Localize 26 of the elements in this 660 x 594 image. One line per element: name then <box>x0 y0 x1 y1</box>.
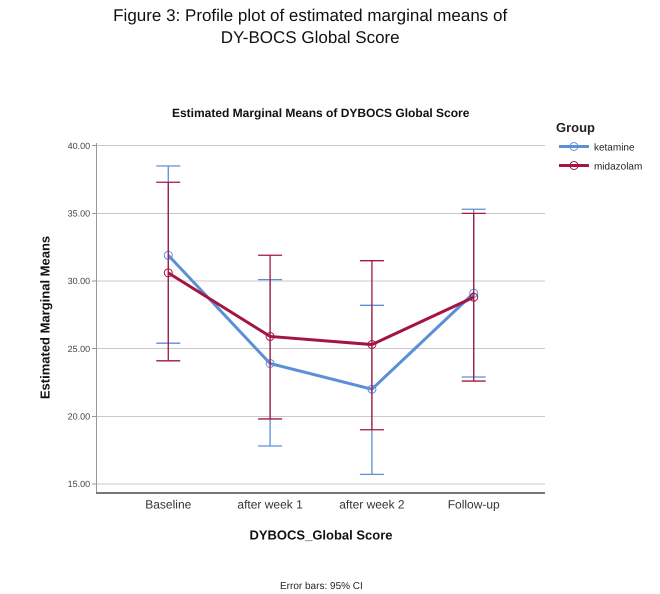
legend-label: ketamine <box>594 142 635 154</box>
legend-label: midazolam <box>594 161 642 172</box>
point <box>469 288 478 298</box>
x-axis-title: DYBOCS_Global Score <box>249 528 393 542</box>
y-tick-label: 25.00 <box>68 344 90 354</box>
point <box>266 358 275 368</box>
y-tick-label: 35.00 <box>68 208 90 218</box>
point <box>367 384 376 394</box>
y-tick-label: 40.00 <box>68 140 90 151</box>
y-axis-title: Estimated Marginal Means <box>38 236 53 400</box>
x-tick-label: after week 1 <box>237 497 304 512</box>
point <box>266 332 275 341</box>
y-tick-label: 20.00 <box>68 411 90 422</box>
point <box>164 250 173 260</box>
x-tick-label: after week 2 <box>339 497 405 512</box>
x-tick-label: Baseline <box>145 497 192 512</box>
y-tick-label: 30.00 <box>68 276 90 286</box>
text: Error bars: 95% CI <box>280 581 363 592</box>
y-tick-label: 15.00 <box>68 479 90 490</box>
chart-subtitle: Estimated Marginal Means of DYBOCS Global Score <box>172 106 470 120</box>
x-tick-label: Follow-up <box>448 497 500 512</box>
point <box>367 340 376 350</box>
point <box>469 292 478 302</box>
point <box>164 268 173 278</box>
legend-title: Group <box>556 120 596 135</box>
chart-title: Figure 3: Profile plot of estimated marginal means of DY-BOCS Global Score <box>113 6 508 47</box>
